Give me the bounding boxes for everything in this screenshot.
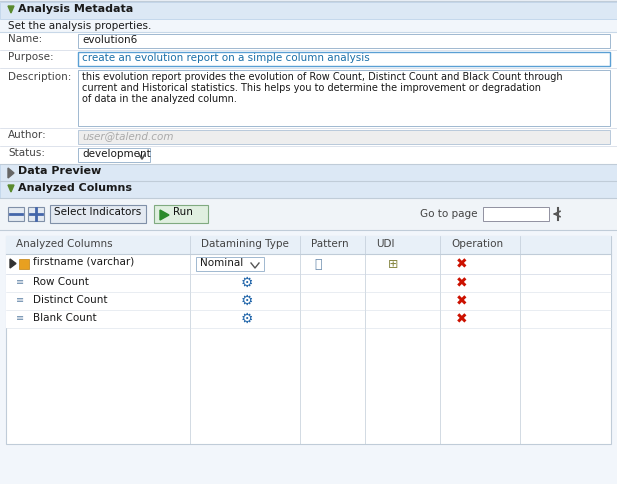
Text: Description:: Description: xyxy=(8,72,72,82)
Text: UDI: UDI xyxy=(376,239,394,249)
Bar xyxy=(0,32,617,50)
Text: user@talend.com: user@talend.com xyxy=(82,131,173,141)
Text: Status:: Status: xyxy=(8,148,45,158)
Text: ≡: ≡ xyxy=(16,295,24,305)
Text: ⚿: ⚿ xyxy=(314,258,321,271)
Bar xyxy=(0,164,617,181)
Text: create an evolution report on a simple column analysis: create an evolution report on a simple c… xyxy=(82,53,370,63)
Text: Name:: Name: xyxy=(8,34,42,44)
Bar xyxy=(8,207,24,221)
Bar xyxy=(0,198,617,230)
Bar xyxy=(0,128,617,146)
Text: ⚙: ⚙ xyxy=(241,294,253,308)
Bar xyxy=(6,274,611,292)
Text: Pattern: Pattern xyxy=(311,239,349,249)
Text: Go to page: Go to page xyxy=(420,209,478,219)
Bar xyxy=(78,70,610,126)
Text: ✖: ✖ xyxy=(456,257,468,271)
Bar xyxy=(483,207,549,221)
Text: Purpose:: Purpose: xyxy=(8,52,54,62)
Bar xyxy=(6,254,611,274)
Bar xyxy=(78,148,150,162)
Bar xyxy=(6,236,611,444)
Text: Select Indicators: Select Indicators xyxy=(54,207,142,217)
Bar xyxy=(28,207,44,221)
Text: of data in the analyzed column.: of data in the analyzed column. xyxy=(82,94,237,104)
Text: Set the analysis properties.: Set the analysis properties. xyxy=(8,21,151,31)
Text: ⊞: ⊞ xyxy=(387,258,398,271)
Bar xyxy=(50,205,146,223)
Text: ✖: ✖ xyxy=(456,276,468,290)
Text: ≡: ≡ xyxy=(16,313,24,323)
Bar xyxy=(78,34,610,48)
Text: Distinct Count: Distinct Count xyxy=(33,295,107,305)
Polygon shape xyxy=(160,210,169,220)
Bar xyxy=(78,130,610,144)
Text: Author:: Author: xyxy=(8,130,47,140)
Bar xyxy=(6,292,611,310)
Bar xyxy=(19,259,29,269)
Text: firstname (varchar): firstname (varchar) xyxy=(33,257,135,267)
Bar xyxy=(0,68,617,128)
Bar xyxy=(154,205,208,223)
Polygon shape xyxy=(8,168,14,178)
Text: this evolution report provides the evolution of Row Count, Distinct Count and Bl: this evolution report provides the evolu… xyxy=(82,72,563,82)
Bar xyxy=(196,257,264,271)
Text: Datamining Type: Datamining Type xyxy=(201,239,289,249)
Text: Analysis Metadata: Analysis Metadata xyxy=(18,4,133,14)
Bar xyxy=(78,52,610,66)
Text: Row Count: Row Count xyxy=(33,277,89,287)
Polygon shape xyxy=(8,185,14,192)
Text: ≡: ≡ xyxy=(16,277,24,287)
Text: ✖: ✖ xyxy=(456,312,468,326)
Text: Analyzed Columns: Analyzed Columns xyxy=(16,239,113,249)
Bar xyxy=(0,50,617,68)
Text: Operation: Operation xyxy=(451,239,503,249)
Bar xyxy=(6,236,611,254)
Bar xyxy=(0,181,617,198)
Text: Nominal: Nominal xyxy=(200,258,243,268)
Text: Data Preview: Data Preview xyxy=(18,166,101,176)
Text: Analyzed Columns: Analyzed Columns xyxy=(18,183,132,193)
Text: development: development xyxy=(82,149,151,159)
Bar xyxy=(6,310,611,328)
Text: Run: Run xyxy=(173,207,193,217)
Text: ⚙: ⚙ xyxy=(241,312,253,326)
Text: current and Historical statistics. This helps you to determine the improvement o: current and Historical statistics. This … xyxy=(82,83,541,93)
Polygon shape xyxy=(10,259,16,268)
Polygon shape xyxy=(8,6,14,13)
Text: evolution6: evolution6 xyxy=(82,35,137,45)
Text: ⚙: ⚙ xyxy=(241,276,253,290)
Bar xyxy=(0,2,617,19)
Text: ✖: ✖ xyxy=(456,294,468,308)
Bar xyxy=(0,146,617,164)
Text: Blank Count: Blank Count xyxy=(33,313,97,323)
